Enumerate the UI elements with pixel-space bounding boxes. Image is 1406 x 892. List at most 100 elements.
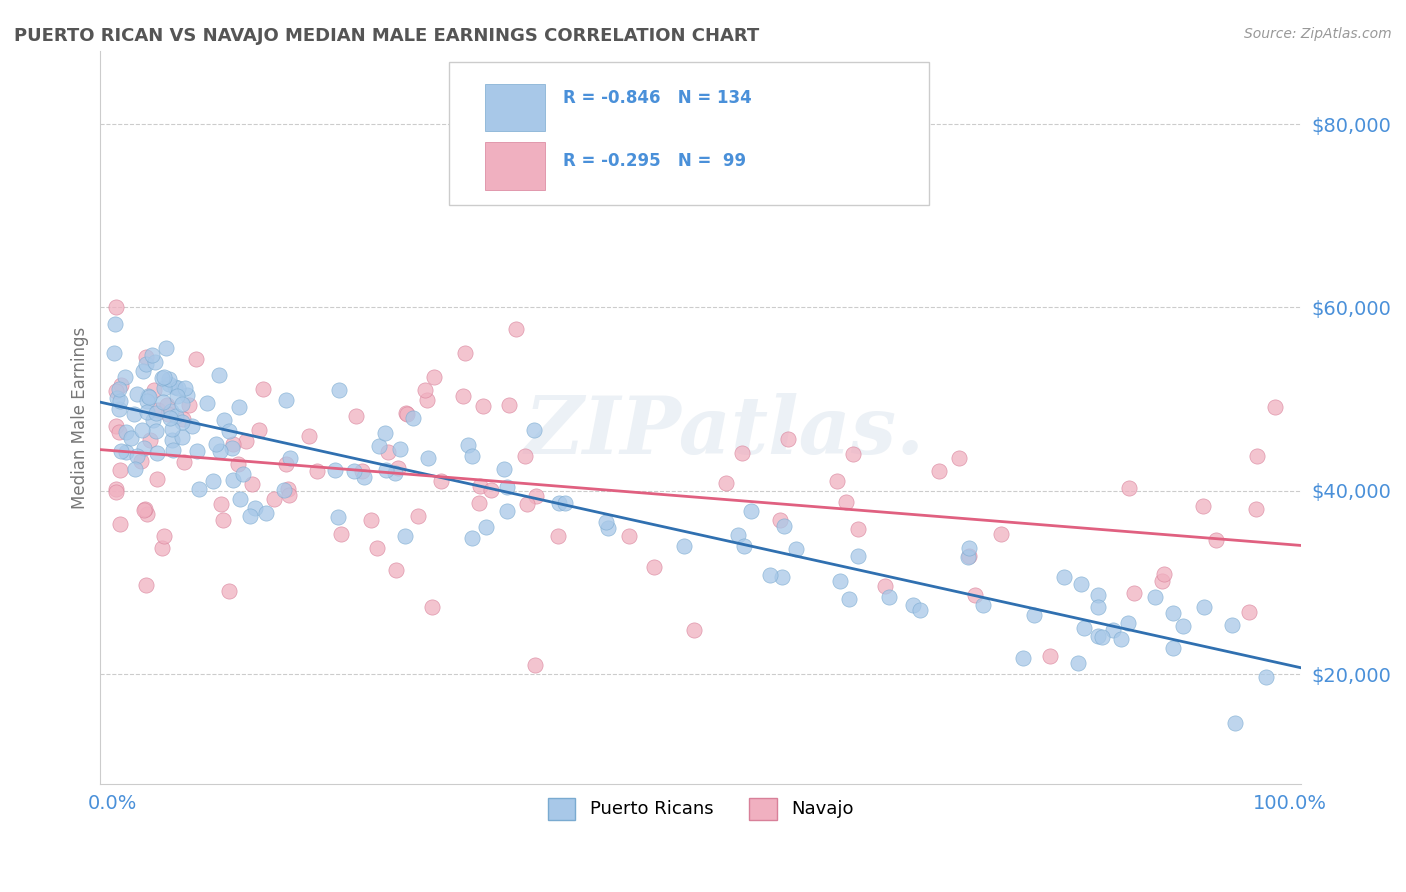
- Point: [232, 467, 254, 481]
- Point: [114, 370, 136, 384]
- Point: [274, 392, 297, 407]
- Point: [770, 570, 793, 584]
- Point: [145, 406, 167, 420]
- Point: [959, 549, 981, 563]
- Point: [413, 383, 436, 397]
- Point: [360, 513, 382, 527]
- Point: [516, 498, 538, 512]
- Point: [208, 368, 231, 382]
- Point: [1087, 588, 1109, 602]
- Point: [184, 352, 207, 367]
- Point: [187, 482, 209, 496]
- Point: [835, 495, 858, 509]
- Point: [406, 509, 429, 524]
- Point: [104, 485, 127, 500]
- Point: [416, 451, 439, 466]
- Point: [211, 512, 233, 526]
- Point: [235, 434, 257, 449]
- Point: [384, 467, 406, 481]
- Point: [170, 415, 193, 429]
- Point: [146, 446, 169, 460]
- Point: [846, 549, 869, 563]
- Point: [330, 526, 353, 541]
- Point: [402, 411, 425, 425]
- Point: [181, 419, 204, 434]
- Point: [384, 563, 406, 577]
- Point: [276, 457, 298, 471]
- Point: [105, 300, 128, 314]
- Point: [214, 413, 236, 427]
- Point: [1256, 670, 1278, 684]
- Point: [873, 578, 896, 592]
- Point: [209, 498, 232, 512]
- Y-axis label: Median Male Earnings: Median Male Earnings: [72, 326, 89, 508]
- Point: [422, 370, 444, 384]
- Point: [145, 424, 167, 438]
- Point: [716, 475, 738, 490]
- Point: [115, 444, 138, 458]
- Point: [173, 455, 195, 469]
- Point: [460, 449, 482, 463]
- Point: [838, 591, 860, 606]
- Text: Source: ZipAtlas.com: Source: ZipAtlas.com: [1244, 27, 1392, 41]
- Point: [153, 381, 176, 395]
- Point: [273, 483, 295, 497]
- Point: [758, 568, 780, 582]
- Point: [643, 559, 665, 574]
- Point: [468, 496, 491, 510]
- Point: [152, 394, 174, 409]
- Point: [957, 541, 980, 556]
- Point: [344, 409, 367, 423]
- Point: [263, 491, 285, 506]
- Point: [554, 496, 576, 510]
- Text: R = -0.846   N = 134: R = -0.846 N = 134: [562, 89, 751, 107]
- Point: [136, 389, 159, 403]
- Point: [135, 405, 157, 419]
- Point: [1070, 576, 1092, 591]
- Point: [598, 521, 620, 535]
- Point: [547, 529, 569, 543]
- Point: [948, 451, 970, 466]
- Point: [170, 430, 193, 444]
- Point: [323, 463, 346, 477]
- Point: [965, 588, 987, 602]
- Point: [165, 409, 187, 423]
- Point: [105, 391, 128, 405]
- Point: [353, 470, 375, 484]
- Point: [740, 504, 762, 518]
- Point: [134, 502, 156, 516]
- Point: [1039, 648, 1062, 663]
- Point: [108, 382, 131, 396]
- Point: [104, 418, 127, 433]
- Point: [139, 433, 162, 447]
- Point: [108, 425, 131, 439]
- Point: [416, 393, 439, 408]
- Point: [146, 472, 169, 486]
- Point: [1223, 716, 1246, 731]
- Point: [778, 433, 800, 447]
- Point: [172, 411, 194, 425]
- Point: [619, 528, 641, 542]
- Point: [498, 398, 520, 412]
- Point: [420, 600, 443, 615]
- Text: ZIPatlas.: ZIPatlas.: [524, 393, 925, 471]
- Point: [104, 384, 127, 399]
- Point: [239, 508, 262, 523]
- Point: [1102, 623, 1125, 637]
- Point: [141, 348, 163, 362]
- Point: [163, 380, 186, 394]
- Point: [131, 423, 153, 437]
- Point: [166, 381, 188, 395]
- Point: [176, 388, 198, 402]
- Point: [247, 423, 270, 437]
- Point: [209, 444, 232, 458]
- Point: [387, 461, 409, 475]
- Point: [547, 496, 569, 510]
- Point: [496, 480, 519, 494]
- Point: [1123, 586, 1146, 600]
- Point: [226, 457, 249, 471]
- Point: [1091, 630, 1114, 644]
- Point: [877, 590, 900, 604]
- Point: [479, 483, 502, 498]
- Point: [496, 503, 519, 517]
